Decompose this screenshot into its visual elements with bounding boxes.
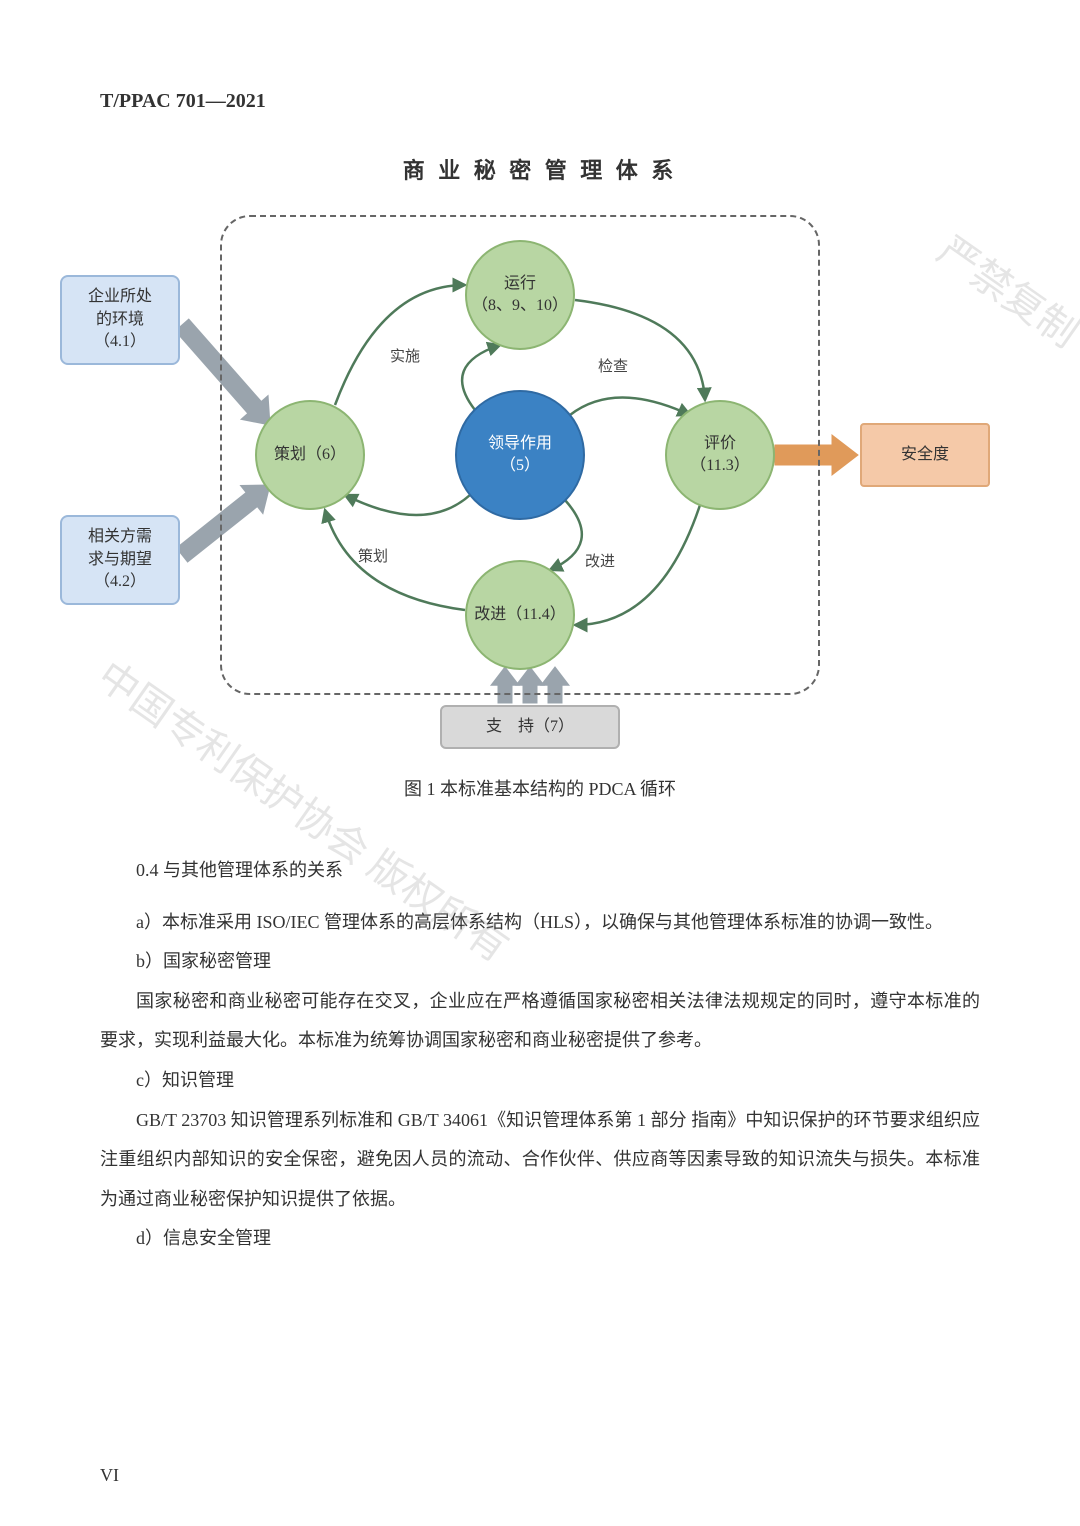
node-label: 的环境 bbox=[96, 309, 144, 331]
node-label: 改进（11.4） bbox=[474, 604, 565, 626]
node-label: 相关方需 bbox=[88, 526, 152, 548]
node-label: 企业所处 bbox=[88, 286, 152, 308]
page: T/PPAC 701—2021 商 业 秘 密 管 理 体 系 企业所处的环境（… bbox=[0, 0, 1080, 1526]
node-do: 运行（8、9、10） bbox=[465, 240, 575, 350]
edge-label-check_l: 检查 bbox=[598, 355, 628, 376]
node-label: （4.1） bbox=[94, 331, 146, 353]
node-input2: 相关方需求与期望（4.2） bbox=[60, 515, 180, 605]
item-a: a）本标准采用 ISO/IEC 管理体系的高层体系结构（HLS），以确保与其他管… bbox=[100, 903, 980, 943]
node-label: 求与期望 bbox=[88, 549, 152, 571]
section-0-4-heading: 0.4 与其他管理体系的关系 bbox=[100, 851, 980, 891]
item-b-title: b）国家秘密管理 bbox=[100, 942, 980, 982]
node-support: 支 持（7） bbox=[440, 705, 620, 749]
node-center: 领导作用（5） bbox=[455, 390, 585, 520]
pdca-diagram: 企业所处的环境（4.1）相关方需求与期望（4.2）策划（6）运行（8、9、10）… bbox=[100, 205, 980, 745]
item-b-body: 国家秘密和商业秘密可能存在交叉，企业应在严格遵循国家秘密相关法律法规规定的同时，… bbox=[100, 982, 980, 1061]
edge-label-plan_l: 策划 bbox=[358, 545, 388, 566]
document-id: T/PPAC 701—2021 bbox=[100, 90, 980, 113]
node-check: 评价（11.3） bbox=[665, 400, 775, 510]
item-d-title: d）信息安全管理 bbox=[100, 1219, 980, 1259]
edge-label-impl: 实施 bbox=[390, 345, 420, 366]
node-act: 改进（11.4） bbox=[465, 560, 575, 670]
item-c-title: c）知识管理 bbox=[100, 1061, 980, 1101]
edge-label-improve: 改进 bbox=[585, 550, 615, 571]
node-label: 领导作用 bbox=[488, 433, 552, 455]
node-label: 策划（6） bbox=[274, 444, 346, 466]
node-label: （4.2） bbox=[94, 571, 146, 593]
node-label: （5） bbox=[500, 455, 540, 477]
node-label: 支 持（7） bbox=[486, 716, 574, 738]
page-number: VI bbox=[100, 1465, 119, 1486]
item-c-body: GB/T 23703 知识管理系列标准和 GB/T 34061《知识管理体系第 … bbox=[100, 1101, 980, 1220]
node-input1: 企业所处的环境（4.1） bbox=[60, 275, 180, 365]
node-label: 评价 bbox=[704, 433, 736, 455]
node-label: 安全度 bbox=[901, 444, 949, 466]
node-label: 运行 bbox=[504, 273, 536, 295]
figure-caption: 图 1 本标准基本结构的 PDCA 循环 bbox=[100, 775, 980, 801]
node-label: （11.3） bbox=[690, 455, 749, 477]
node-label: （8、9、10） bbox=[472, 295, 568, 317]
node-plan: 策划（6） bbox=[255, 400, 365, 510]
node-output: 安全度 bbox=[860, 423, 990, 487]
diagram-title: 商 业 秘 密 管 理 体 系 bbox=[100, 153, 980, 185]
